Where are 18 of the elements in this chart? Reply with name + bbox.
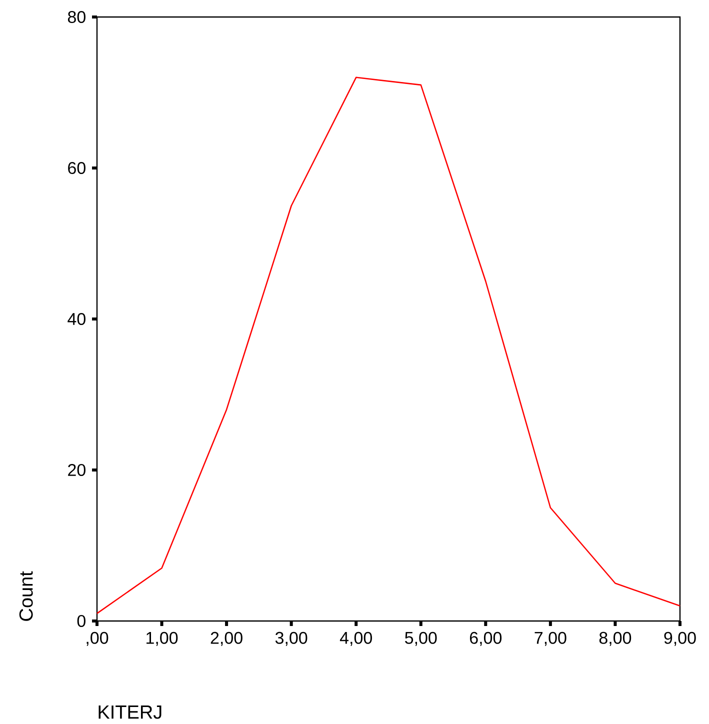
x-tick-label: 4,00 [340,632,372,646]
x-tick-label: 3,00 [275,632,308,646]
x-tick-label: 5,00 [405,632,437,646]
x-tick-label: ,00 [86,632,108,646]
x-tick-label: 1,00 [146,632,178,646]
y-tick-label: 80 [68,10,86,24]
x-tick-label: 9,00 [664,632,696,646]
y-axis-title: Count [19,571,33,621]
x-tick-label: 7,00 [534,632,566,646]
y-tick-label: 40 [68,312,86,326]
x-tick-label: 8,00 [599,632,632,646]
line-series [96,76,681,614]
x-tick-label: 6,00 [470,632,502,646]
x-tick-label: 2,00 [210,632,242,646]
y-tick-label: 20 [68,464,86,476]
y-tick-label: 60 [68,162,86,174]
y-tick-label: 0 [77,614,86,628]
x-axis-title: KITERJ [98,706,162,719]
